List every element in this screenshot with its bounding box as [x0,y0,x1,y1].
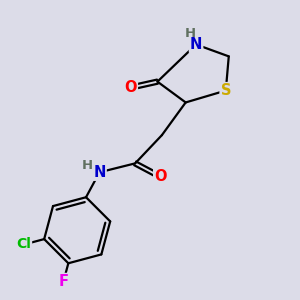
Text: H: H [185,27,196,40]
Text: N: N [190,37,202,52]
Text: O: O [154,169,167,184]
Text: Cl: Cl [16,237,31,251]
Text: N: N [93,165,106,180]
Text: S: S [220,83,231,98]
Text: H: H [81,159,93,172]
Text: F: F [58,274,68,289]
Text: O: O [124,80,137,95]
